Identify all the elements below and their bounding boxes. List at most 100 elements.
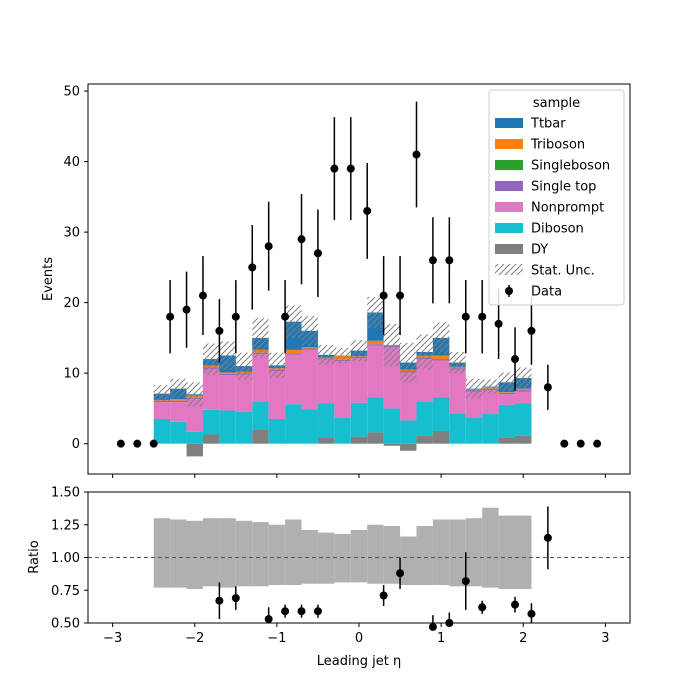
bar-nonprompt bbox=[301, 349, 318, 410]
bar-dy bbox=[317, 438, 335, 444]
bar-triboson bbox=[498, 392, 516, 393]
stat-unc-band bbox=[170, 378, 187, 399]
data-point bbox=[198, 256, 207, 336]
data-point bbox=[593, 439, 602, 448]
bar-diboson bbox=[465, 417, 483, 444]
legend-entry-ttbar: Ttbar bbox=[495, 117, 566, 132]
bar-nonprompt bbox=[400, 372, 417, 421]
stat-unc-band bbox=[285, 305, 302, 338]
bar-diboson bbox=[350, 402, 368, 437]
stat-unc-band bbox=[317, 344, 335, 365]
xtick-label: 3 bbox=[601, 631, 609, 646]
bar-dy bbox=[515, 435, 532, 444]
ratio-unc-band bbox=[334, 533, 351, 583]
ratio-unc-band bbox=[515, 515, 532, 589]
bar-diboson bbox=[317, 403, 335, 439]
main-ytick-label: 0 bbox=[72, 437, 80, 452]
ratio-unc-band bbox=[350, 529, 368, 583]
bar-nonprompt bbox=[186, 399, 203, 432]
bar-triboson bbox=[515, 388, 532, 391]
bar-single-top bbox=[367, 344, 384, 346]
xtick-label: 0 bbox=[355, 631, 363, 646]
svg-text:Nonprompt: Nonprompt bbox=[531, 201, 604, 216]
bar-dy bbox=[202, 434, 220, 444]
bar-nonprompt bbox=[317, 359, 335, 404]
bar-triboson bbox=[367, 340, 384, 345]
bar-single-top bbox=[432, 359, 450, 361]
ratio-unc-band bbox=[219, 518, 236, 588]
svg-text:Single top: Single top bbox=[531, 180, 596, 195]
data-point bbox=[560, 439, 569, 448]
ratio-point bbox=[215, 582, 224, 620]
ratio-unc-band bbox=[383, 526, 401, 584]
stat-unc-band bbox=[268, 352, 286, 379]
xtick-label: 2 bbox=[519, 631, 527, 646]
ratio-ytick-label: 1.50 bbox=[51, 486, 80, 501]
bar-diboson bbox=[252, 401, 269, 430]
bar-diboson bbox=[170, 421, 187, 444]
stat-unc-band bbox=[482, 379, 499, 394]
bar-nonprompt bbox=[285, 354, 302, 405]
stat-unc-band bbox=[301, 316, 318, 346]
data-point bbox=[428, 217, 437, 304]
data-point bbox=[281, 280, 290, 354]
bar-nonprompt bbox=[498, 394, 516, 405]
legend-entry-singleboson: Singleboson bbox=[495, 159, 610, 174]
stat-unc-band bbox=[367, 296, 384, 329]
bar-single-top bbox=[170, 400, 187, 403]
bar-dy bbox=[383, 443, 401, 446]
data-point bbox=[511, 327, 520, 391]
svg-text:Stat. Unc.: Stat. Unc. bbox=[531, 264, 595, 279]
bar-diboson bbox=[383, 408, 401, 444]
ratio-unc-band bbox=[416, 526, 433, 586]
data-point bbox=[379, 256, 388, 336]
main-ytick-label: 10 bbox=[63, 367, 80, 382]
ratio-point bbox=[264, 607, 273, 624]
main-ytick-label: 50 bbox=[63, 85, 80, 100]
svg-text:Ttbar: Ttbar bbox=[530, 117, 566, 132]
bar-diboson bbox=[219, 410, 236, 444]
stat-unc-band bbox=[186, 382, 203, 407]
bar-dy bbox=[498, 437, 516, 444]
data-point bbox=[182, 271, 191, 348]
bar-diboson bbox=[268, 418, 286, 444]
ratio-ytick-label: 1.00 bbox=[51, 551, 80, 566]
bar-diboson bbox=[235, 411, 253, 444]
ratio-point bbox=[396, 557, 405, 589]
ratio-unc-band bbox=[235, 520, 253, 587]
ratio-unc-band bbox=[367, 524, 384, 584]
ratio-point bbox=[297, 604, 306, 618]
ratio-unc-band bbox=[170, 519, 187, 588]
stat-unc-band bbox=[252, 318, 269, 358]
bar-nonprompt bbox=[449, 369, 466, 414]
ratio-unc-band bbox=[153, 518, 171, 588]
svg-text:Data: Data bbox=[531, 285, 562, 300]
bar-diboson bbox=[367, 397, 384, 433]
data-point bbox=[576, 439, 585, 448]
bar-nonprompt bbox=[432, 360, 450, 398]
svg-text:Triboson: Triboson bbox=[530, 138, 585, 153]
bar-dy bbox=[186, 443, 203, 457]
bar-nonprompt bbox=[515, 391, 532, 404]
data-point bbox=[478, 280, 487, 354]
data-point bbox=[297, 194, 306, 285]
bar-nonprompt bbox=[268, 371, 286, 419]
ratio-unc-band bbox=[432, 519, 450, 586]
stat-unc-band bbox=[465, 378, 483, 399]
data-point bbox=[445, 217, 454, 304]
ratio-unc-band bbox=[482, 507, 499, 588]
ratio-panel: 0.50 0.75 1.00 1.25 1.50 −3 −2 −1 0 1 2 3 Ratio Le… bbox=[27, 486, 631, 669]
stat-unc-band bbox=[202, 343, 220, 375]
stat-unc-band bbox=[400, 342, 417, 383]
data-point bbox=[543, 364, 552, 410]
legend-title: sample bbox=[533, 96, 580, 111]
legend-entry-nonprompt: Nonprompt bbox=[495, 201, 604, 216]
svg-text:Diboson: Diboson bbox=[531, 222, 584, 237]
bar-dy bbox=[400, 443, 417, 451]
bar-nonprompt bbox=[350, 358, 368, 403]
bar-diboson bbox=[334, 417, 351, 444]
xtick-label: 1 bbox=[437, 631, 445, 646]
bar-diboson bbox=[482, 414, 499, 444]
bar-dy bbox=[367, 432, 384, 444]
